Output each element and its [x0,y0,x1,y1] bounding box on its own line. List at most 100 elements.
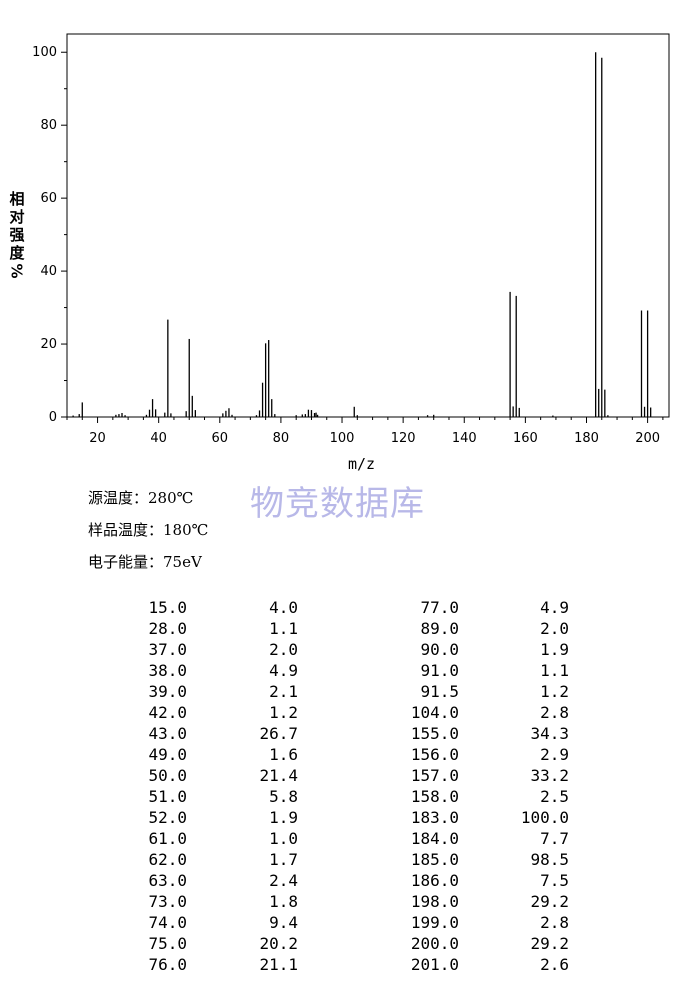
mz-value: 186.0 [410,871,459,890]
y-axis-label-char: 度 [9,244,25,262]
intensity-value: 7.5 [540,871,569,890]
y-tick-label: 40 [40,264,57,279]
intensity-value: 1.0 [269,829,298,848]
table-row: 52.0 1.9 183.0 100.0 [0,808,696,829]
x-tick-label: 60 [212,431,229,446]
table-row: 39.0 2.1 91.5 1.2 [0,682,696,703]
intensity-value: 1.9 [540,640,569,659]
intensity-value: 9.4 [269,913,298,932]
intensity-value: 4.9 [269,661,298,680]
mz-value: 15.0 [148,598,187,617]
x-axis: 20 40 60 80 100 120 140 160 180 200 [66,417,664,446]
mz-value: 184.0 [410,829,459,848]
mz-value: 183.0 [410,808,459,827]
mz-value: 90.0 [420,640,459,659]
sample-temperature: 样品温度：180℃ [88,521,209,539]
intensity-value: 4.0 [269,598,298,617]
mz-value: 198.0 [410,892,459,911]
table-row: 62.0 1.7 185.0 98.5 [0,850,696,871]
mz-value: 199.0 [410,913,459,932]
intensity-value: 29.2 [530,934,569,953]
intensity-value: 100.0 [520,808,569,827]
intensity-value: 29.2 [530,892,569,911]
intensity-value: 1.1 [540,661,569,680]
electron-energy: 电子能量：75eV [88,553,202,571]
table-row: 37.0 2.0 90.0 1.9 [0,640,696,661]
source-temperature: 源温度：280℃ [88,489,194,507]
mz-value: 157.0 [410,766,459,785]
mz-value: 63.0 [148,871,187,890]
table-row: 76.0 21.1 201.0 2.6 [0,955,696,976]
intensity-value: 1.2 [269,703,298,722]
y-tick-label: 20 [40,337,57,352]
mz-value: 91.0 [420,661,459,680]
intensity-value: 1.6 [269,745,298,764]
watermark: 物竞数据库 [250,484,425,524]
x-tick-label: 120 [391,431,416,446]
mz-value: 28.0 [148,619,187,638]
spectrum-peaks [72,52,652,417]
mz-value: 77.0 [420,598,459,617]
mz-value: 201.0 [410,955,459,974]
intensity-value: 7.7 [540,829,569,848]
x-tick-label: 80 [273,431,290,446]
mz-value: 42.0 [148,703,187,722]
mz-value: 51.0 [148,787,187,806]
intensity-value: 2.4 [269,871,298,890]
x-tick-label: 180 [574,431,599,446]
intensity-value: 20.2 [259,934,298,953]
x-tick-label: 140 [452,431,477,446]
y-axis-label-char: 相 [9,190,25,208]
intensity-value: 4.9 [540,598,569,617]
y-axis: 0 20 40 60 80 100 [32,45,67,425]
table-row: 63.0 2.4 186.0 7.5 [0,871,696,892]
intensity-value: 26.7 [259,724,298,743]
table-row: 28.0 1.1 89.0 2.0 [0,619,696,640]
mz-value: 200.0 [410,934,459,953]
mz-value: 74.0 [148,913,187,932]
intensity-value: 1.7 [269,850,298,869]
intensity-value: 2.9 [540,745,569,764]
table-row: 49.0 1.6 156.0 2.9 [0,745,696,766]
table-row: 61.0 1.0 184.0 7.7 [0,829,696,850]
mz-value: 76.0 [148,955,187,974]
mz-value: 155.0 [410,724,459,743]
intensity-value: 1.9 [269,808,298,827]
table-row: 15.0 4.0 77.0 4.9 [0,598,696,619]
intensity-value: 33.2 [530,766,569,785]
intensity-value: 2.1 [269,682,298,701]
mz-value: 89.0 [420,619,459,638]
mz-value: 185.0 [410,850,459,869]
table-row: 42.0 1.2 104.0 2.8 [0,703,696,724]
intensity-value: 5.8 [269,787,298,806]
x-tick-label: 200 [635,431,660,446]
mass-spectrum-chart: 0 20 40 60 80 100 20 40 60 80 100 120 140 160 180 200 [32,33,670,446]
intensity-value: 34.3 [530,724,569,743]
mz-value: 62.0 [148,850,187,869]
mz-value: 61.0 [148,829,187,848]
table-row: 50.0 21.4 157.0 33.2 [0,766,696,787]
y-tick-label: 0 [49,410,57,425]
mz-value: 50.0 [148,766,187,785]
table-row: 43.0 26.7 155.0 34.3 [0,724,696,745]
plot-frame [66,33,670,418]
table-row: 75.0 20.2 200.0 29.2 [0,934,696,955]
x-tick-label: 100 [330,431,355,446]
mz-value: 91.5 [420,682,459,701]
mz-value: 38.0 [148,661,187,680]
table-row: 74.0 9.4 199.0 2.8 [0,913,696,934]
y-axis-label-char: 强 [9,226,25,244]
y-axis-label-char: 对 [9,208,25,226]
x-axis-label: m/z [348,455,376,473]
intensity-value: 2.5 [540,787,569,806]
table-row: 38.0 4.9 91.0 1.1 [0,661,696,682]
intensity-value: 98.5 [530,850,569,869]
mz-value: 49.0 [148,745,187,764]
intensity-value: 2.6 [540,955,569,974]
x-tick-label: 20 [89,431,106,446]
y-axis-label-unit: % [8,263,26,279]
mz-value: 39.0 [148,682,187,701]
mz-value: 43.0 [148,724,187,743]
y-tick-label: 80 [40,118,57,133]
mz-value: 75.0 [148,934,187,953]
